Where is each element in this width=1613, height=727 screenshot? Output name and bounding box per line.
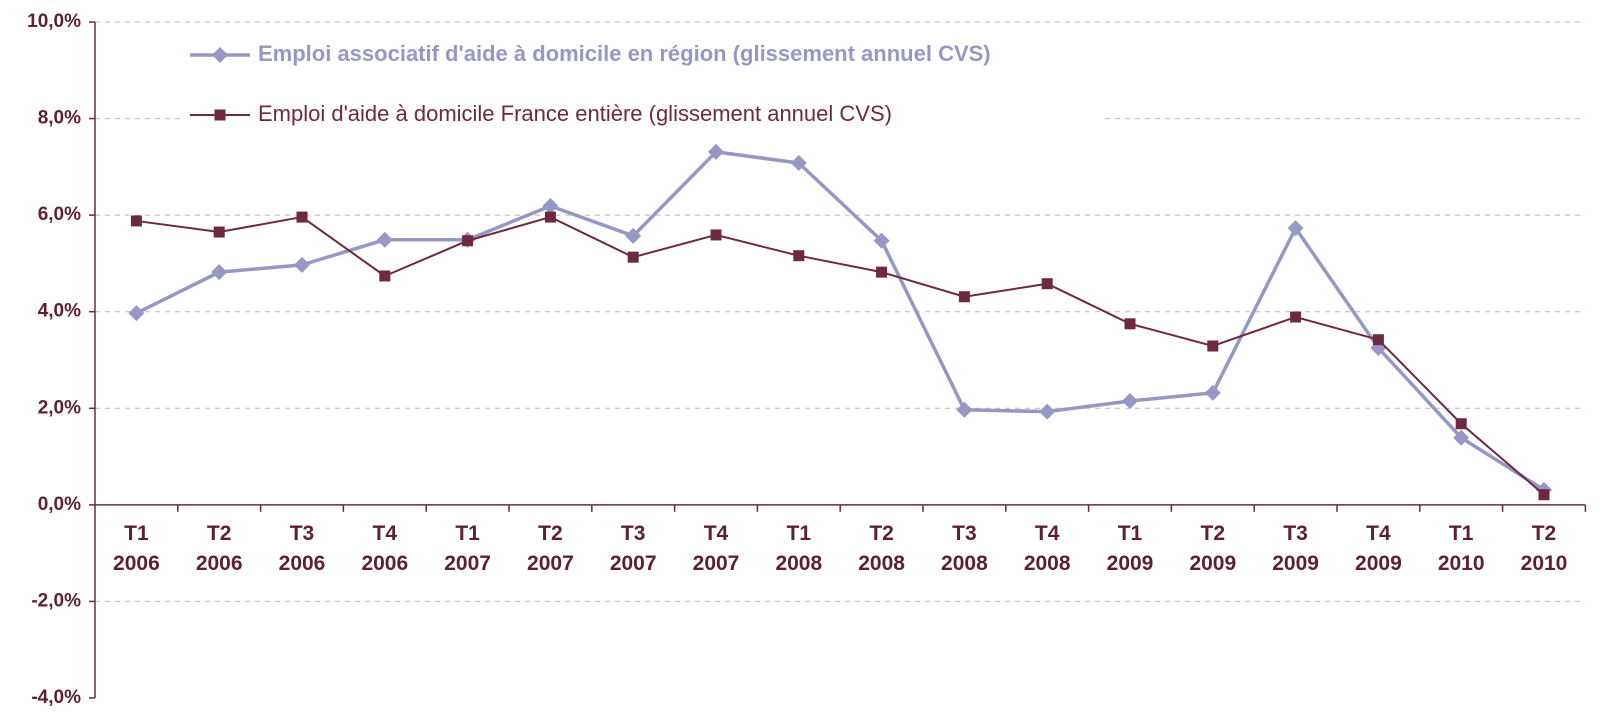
marker xyxy=(1455,418,1467,430)
marker xyxy=(296,211,308,223)
y-tick-label: 2,0% xyxy=(38,397,81,418)
marker xyxy=(462,235,474,247)
x-tick-label: T3 2009 xyxy=(1272,521,1319,575)
marker xyxy=(1122,393,1138,410)
marker xyxy=(627,251,639,263)
x-tick-label: T4 2006 xyxy=(361,521,409,575)
marker xyxy=(213,226,225,238)
x-tick-label: T2 2009 xyxy=(1189,521,1237,575)
x-tick-label: T2 2008 xyxy=(858,521,905,575)
marker xyxy=(790,154,807,171)
marker xyxy=(211,264,228,281)
marker xyxy=(956,401,973,418)
x-tick-label: T1 2009 xyxy=(1106,521,1154,575)
y-tick-label: 4,0% xyxy=(38,301,81,322)
legend-marker xyxy=(214,109,226,121)
y-tick-label: 10,0% xyxy=(27,11,81,32)
marker xyxy=(1207,340,1219,352)
y-tick-label: -4,0% xyxy=(31,687,81,708)
x-tick-label: T2 2006 xyxy=(195,521,243,575)
marker xyxy=(376,231,393,248)
marker xyxy=(1124,318,1136,330)
marker xyxy=(708,143,724,160)
marker xyxy=(1372,334,1384,346)
marker xyxy=(625,227,642,244)
series-line xyxy=(135,150,1545,492)
marker xyxy=(1538,489,1550,501)
marker xyxy=(542,197,559,214)
marker xyxy=(1453,429,1470,446)
series-line xyxy=(136,216,1545,496)
y-tick-label: 0,0% xyxy=(38,494,81,515)
marker xyxy=(793,250,805,262)
marker xyxy=(130,215,142,227)
marker xyxy=(128,305,145,322)
marker xyxy=(876,266,888,278)
x-tick-label: T4 2008 xyxy=(1023,521,1071,575)
x-tick-label: T3 2008 xyxy=(941,521,988,575)
x-tick-label: T2 2010 xyxy=(1520,521,1568,575)
x-tick-label: T3 2006 xyxy=(278,521,326,575)
y-tick-label: 8,0% xyxy=(38,108,81,129)
x-tick-label: T2 2007 xyxy=(527,521,574,575)
x-tick-label: T1 2010 xyxy=(1437,521,1485,575)
marker xyxy=(873,232,890,249)
marker xyxy=(1041,278,1053,290)
legend-background xyxy=(180,28,1105,140)
legend-label: Emploi associatif d'aide à domicile en r… xyxy=(258,41,991,66)
marker xyxy=(544,211,556,223)
x-tick-label: T4 2007 xyxy=(692,521,740,575)
legend: Emploi associatif d'aide à domicile en r… xyxy=(180,28,1105,140)
marker xyxy=(379,270,391,282)
marker xyxy=(1290,311,1302,323)
legend-label: Emploi d'aide à domicile France entière … xyxy=(258,101,892,126)
x-tick-label: T1 2007 xyxy=(444,521,491,575)
marker xyxy=(710,229,722,241)
y-tick-label: -2,0% xyxy=(31,590,81,611)
marker xyxy=(1204,384,1221,401)
marker xyxy=(958,291,970,303)
legend-marker xyxy=(212,47,228,63)
marker xyxy=(1287,220,1304,237)
marker xyxy=(294,256,310,273)
x-tick-label: T4 2009 xyxy=(1355,521,1402,575)
x-tick-label: T1 2006 xyxy=(113,521,160,575)
y-tick-label: 6,0% xyxy=(38,204,81,225)
marker xyxy=(1039,403,1056,420)
x-tick-label: T3 2007 xyxy=(609,521,657,575)
x-tick-label: T1 2008 xyxy=(775,521,823,575)
